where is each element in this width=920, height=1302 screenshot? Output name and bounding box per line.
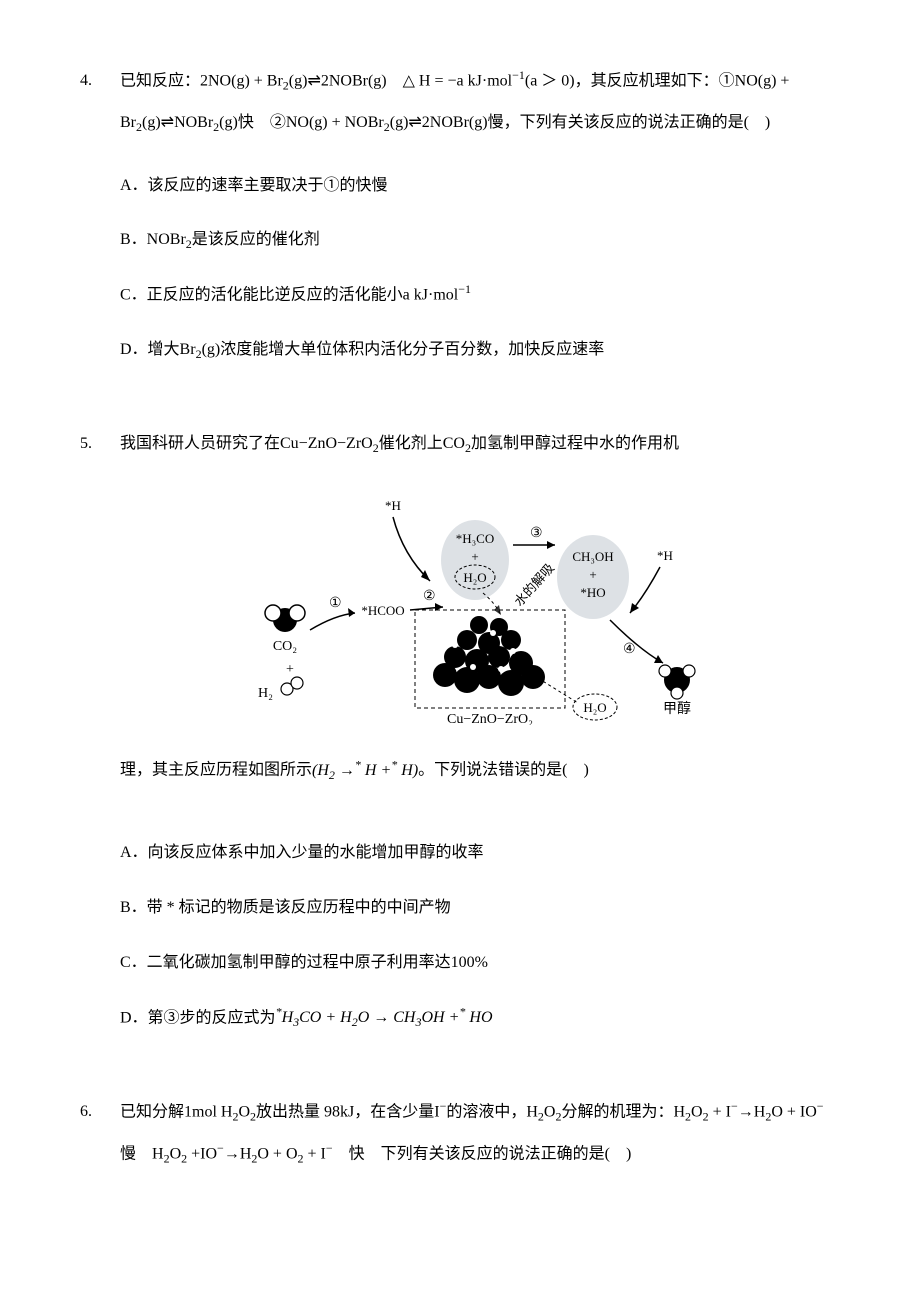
h3co-bubble: *H₃CO + H₂O	[441, 520, 509, 600]
ho-label: *HO	[580, 585, 605, 600]
step-4-marker: ④	[623, 642, 636, 657]
reaction-svg: CO₂ + H₂ ① *HCOO	[245, 485, 715, 725]
question-body: 已知分解1mol H2O2放出热量 98kJ，在含少量I−的溶液中，H2O2分解…	[120, 1091, 840, 1175]
methanol-label: 甲醇	[663, 700, 691, 717]
catalyst-label: Cu−ZnO−ZrO₂	[447, 712, 533, 725]
question-body: 我国科研人员研究了在Cu−ZnO−ZrO2催化剂上CO2加氢制甲醇过程中水的作用…	[120, 423, 840, 1051]
option-b: B．NOBr2是该反应的催化剂	[120, 218, 840, 263]
hcoo-label: *HCOO	[361, 603, 404, 618]
step-1-marker: ①	[329, 596, 342, 611]
h-star-right-label: *H	[657, 548, 673, 563]
question-row: 4. 已知反应：2NO(g) + Br2(g)⇌2NOBr(g) △ H = −…	[80, 60, 840, 383]
step-4-arrow: ④	[610, 620, 663, 663]
question-body: 已知反应：2NO(g) + Br2(g)⇌2NOBr(g) △ H = −a k…	[120, 60, 840, 383]
option-c: C．二氧化碳加氢制甲醇的过程中原子利用率达100%	[120, 941, 840, 986]
step-2-marker: ②	[423, 589, 436, 604]
h2-label: H₂	[258, 686, 273, 701]
h-star-top: *H	[385, 498, 430, 581]
step-2-arrow: ②	[410, 589, 443, 611]
h2o-label-1: H₂O	[463, 570, 486, 585]
water-desorption-label: 水的解吸	[511, 560, 557, 609]
option-d: D．增大Br2(g)浓度能增大单位体积内活化分子百分数，加快反应速率	[120, 328, 840, 373]
plus-sign: +	[286, 662, 294, 677]
h-star-label: *H	[385, 498, 401, 513]
reaction-diagram: CO₂ + H₂ ① *HCOO	[120, 485, 840, 742]
question-stem: 已知反应：2NO(g) + Br2(g)⇌2NOBr(g) △ H = −a k…	[120, 60, 840, 144]
step-1-arrow: ①	[310, 596, 355, 630]
question-stem-after: 理，其主反应历程如图所示(H2 →* H +* H)。下列说法错误的是( )	[120, 749, 840, 791]
ch3oh-label: CH₃OH	[572, 549, 613, 564]
option-a: A．向该反应体系中加入少量的水能增加甲醇的收率	[120, 831, 840, 876]
h3co-label: *H₃CO	[456, 531, 494, 546]
catalyst-cluster-icon	[433, 616, 545, 696]
step-3-marker: ③	[530, 526, 543, 541]
option-b: B．带 * 标记的物质是该反应历程中的中间产物	[120, 886, 840, 931]
option-d: D．第③步的反应式为*H3CO + H2O → CH3OH +* HO	[120, 996, 840, 1041]
h2-molecule-icon: H₂	[258, 677, 303, 701]
options-list: A．向该反应体系中加入少量的水能增加甲醇的收率 B．带 * 标记的物质是该反应历…	[120, 831, 840, 1041]
plus-sign-3: +	[589, 567, 596, 582]
ch3oh-bubble: CH₃OH + *HO	[557, 535, 629, 619]
question-number: 4.	[80, 60, 120, 102]
question-row: 5. 我国科研人员研究了在Cu−ZnO−ZrO2催化剂上CO2加氢制甲醇过程中水…	[80, 423, 840, 1051]
question-stem: 已知分解1mol H2O2放出热量 98kJ，在含少量I−的溶液中，H2O2分解…	[120, 1091, 840, 1175]
question-5: 5. 我国科研人员研究了在Cu−ZnO−ZrO2催化剂上CO2加氢制甲醇过程中水…	[80, 423, 840, 1051]
question-number: 5.	[80, 423, 120, 465]
option-c: C．正反应的活化能比逆反应的活化能小a kJ·mol−1	[120, 273, 840, 318]
question-stem-before: 我国科研人员研究了在Cu−ZnO−ZrO2催化剂上CO2加氢制甲醇过程中水的作用…	[120, 423, 840, 465]
plus-sign-2: +	[471, 549, 478, 564]
h2o-bottom: H₂O	[573, 694, 617, 720]
option-a: A．该反应的速率主要取决于①的快慢	[120, 164, 840, 209]
h-star-right: *H	[630, 548, 673, 613]
question-number: 6.	[80, 1091, 120, 1133]
step-3-arrow: ③	[513, 526, 555, 549]
question-4: 4. 已知反应：2NO(g) + Br2(g)⇌2NOBr(g) △ H = −…	[80, 60, 840, 383]
co2-label: CO₂	[273, 639, 297, 654]
h2o-label-2: H₂O	[583, 700, 606, 715]
co2-molecule-icon: CO₂	[265, 605, 305, 654]
options-list: A．该反应的速率主要取决于①的快慢 B．NOBr2是该反应的催化剂 C．正反应的…	[120, 164, 840, 374]
methanol-molecule-icon: 甲醇	[659, 665, 695, 717]
question-6: 6. 已知分解1mol H2O2放出热量 98kJ，在含少量I−的溶液中，H2O…	[80, 1091, 840, 1175]
question-row: 6. 已知分解1mol H2O2放出热量 98kJ，在含少量I−的溶液中，H2O…	[80, 1091, 840, 1175]
